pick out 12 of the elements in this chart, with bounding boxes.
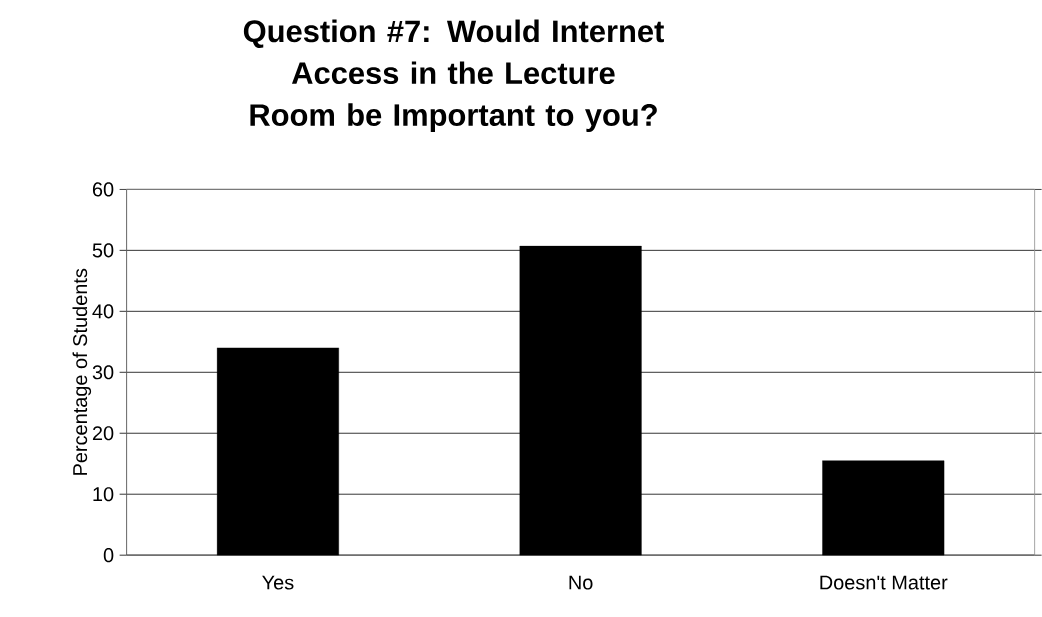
chart-title: Question #7: Would Internet Access in the Lecture Room be Important to you? xyxy=(243,19,664,133)
y-tick-label: 50 xyxy=(92,243,114,258)
y-tick-label: 30 xyxy=(92,365,114,380)
y-tick-label: 60 xyxy=(92,182,114,197)
y-tick-label: 10 xyxy=(93,487,114,502)
y-tick-label: 20 xyxy=(92,426,114,441)
x-tick-label: Doesn't Matter xyxy=(820,575,948,590)
y-axis-title: Percentage of Students xyxy=(72,268,92,475)
x-tick-label: No xyxy=(569,575,593,590)
y-tick-label: 40 xyxy=(92,304,114,319)
x-tick-label: Yes xyxy=(262,575,294,590)
y-tick-label: 0 xyxy=(103,548,114,563)
